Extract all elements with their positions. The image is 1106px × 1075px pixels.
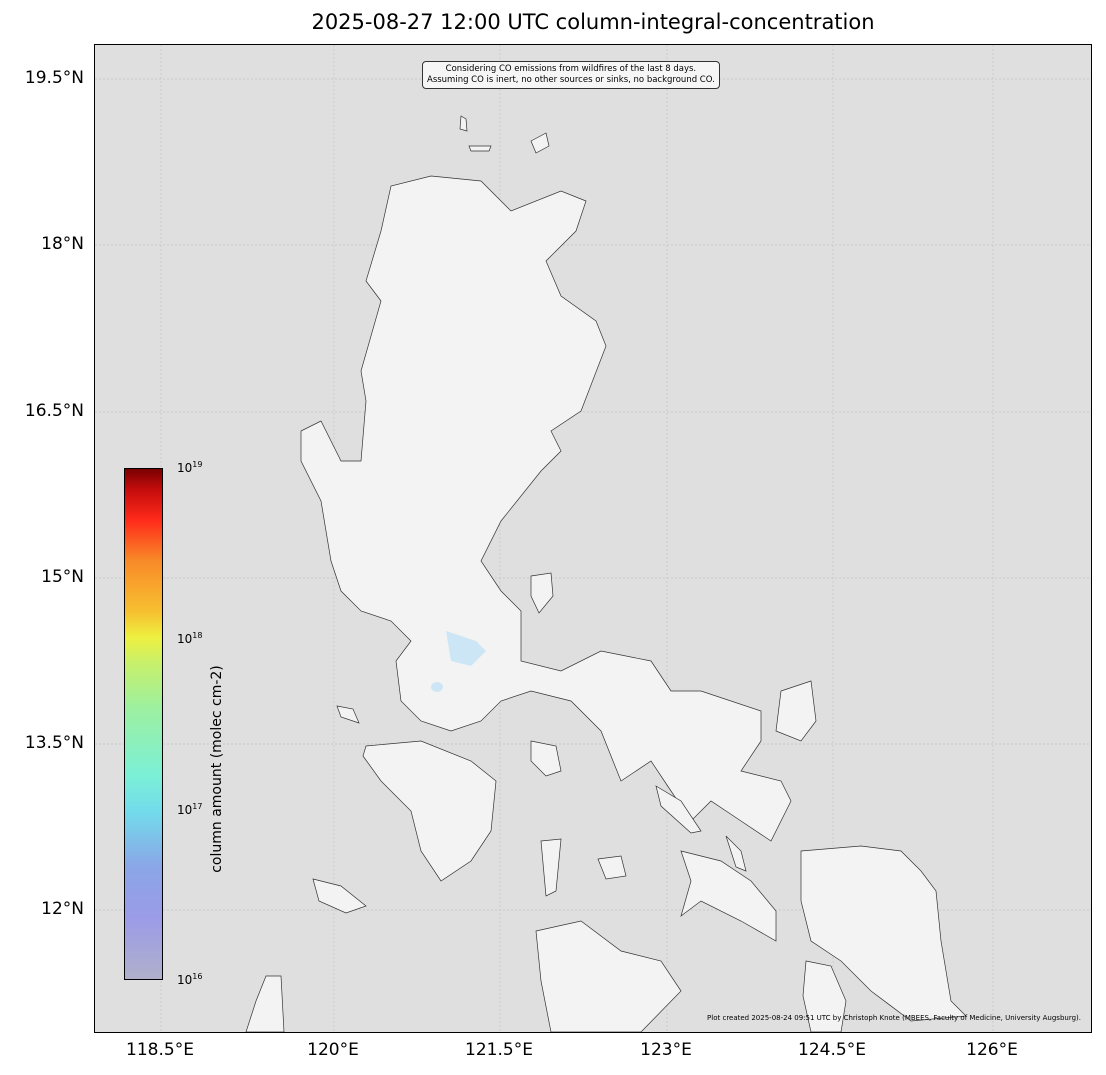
colorbar (124, 468, 163, 980)
panay (535, 920, 682, 1032)
lat-tick: 15°N (41, 567, 84, 587)
calayan (468, 145, 492, 152)
lat-tick: 19.5°N (24, 68, 84, 88)
lakes (431, 631, 486, 692)
busuanga (312, 878, 367, 914)
annotation-line: Assuming CO is inert, no other sources o… (427, 75, 715, 85)
lon-tick: 120°E (307, 1040, 359, 1060)
map-title: 2025-08-27 12:00 UTC column-integral-con… (311, 10, 875, 34)
babuyan (530, 132, 550, 154)
lat-tick: 13.5°N (24, 733, 84, 753)
lat-tick: 12°N (41, 899, 84, 919)
marinduque (530, 740, 562, 777)
colorbar-label: column amount (molec cm-2) (209, 665, 225, 873)
taal-lake (431, 682, 443, 692)
lat-tick: 18°N (41, 234, 84, 254)
land (245, 115, 967, 1032)
lubang (336, 705, 360, 724)
map-canvas (95, 45, 1091, 1032)
colorbar-tick: 1019 (177, 460, 203, 475)
palawan-tip (245, 975, 285, 1032)
leyte (802, 960, 847, 1032)
lon-tick: 121.5°E (465, 1040, 533, 1060)
burias (655, 785, 702, 834)
map-panel[interactable]: Considering CO emissions from wildfires … (94, 44, 1092, 1033)
mindoro (362, 740, 497, 882)
lon-tick: 118.5°E (126, 1040, 194, 1060)
luzon (300, 175, 792, 842)
credit-text: Plot created 2025-08-24 09:51 UTC by Chr… (707, 1014, 1081, 1022)
annotation-line: Considering CO emissions from wildfires … (445, 64, 697, 74)
catanduanes (775, 680, 817, 742)
graticule (95, 45, 1091, 1032)
masbate (680, 850, 777, 942)
colorbar-tick: 1017 (177, 802, 203, 817)
tablas (540, 838, 562, 897)
ticao (725, 835, 747, 872)
lat-tick: 16.5°N (24, 401, 84, 421)
lon-tick: 123°E (640, 1040, 692, 1060)
colorbar-tick: 1016 (177, 972, 203, 987)
romblon-sibuyan (597, 855, 627, 880)
colorbar-tick: 1018 (177, 631, 203, 646)
polillo (530, 572, 554, 614)
laguna-de-bay (446, 631, 486, 666)
annotation-box: Considering CO emissions from wildfires … (422, 61, 720, 89)
camiguin-n (459, 115, 468, 132)
lon-tick: 126°E (966, 1040, 1018, 1060)
lon-tick: 124.5°E (798, 1040, 866, 1060)
samar (800, 845, 967, 1022)
